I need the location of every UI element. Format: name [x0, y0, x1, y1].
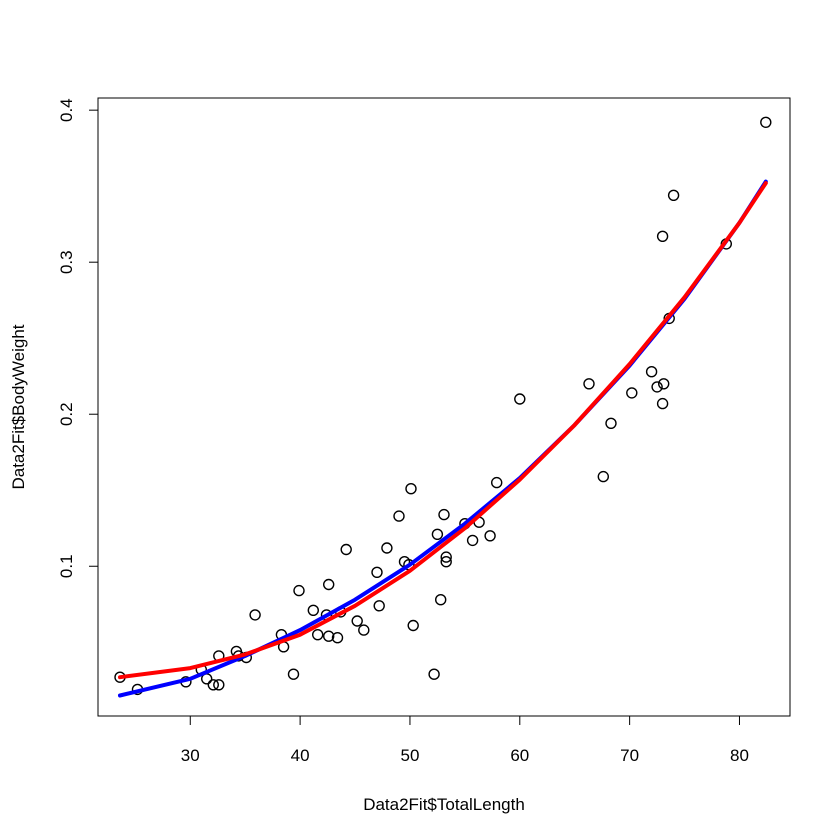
data-point	[597, 470, 609, 483]
y-tick-label: 0.2	[57, 402, 76, 426]
data-point	[371, 566, 383, 578]
data-point	[760, 116, 772, 129]
data-point	[373, 600, 385, 612]
data-point	[466, 534, 479, 547]
data-point	[431, 528, 444, 540]
data-point	[656, 230, 669, 243]
data-point	[358, 624, 370, 636]
x-tick-label: 70	[620, 746, 639, 765]
y-tick-label: 0.1	[57, 554, 76, 578]
data-point	[351, 615, 363, 627]
data-point	[667, 189, 680, 202]
x-tick-label: 40	[291, 746, 310, 765]
x-tick-label: 50	[400, 746, 419, 765]
data-point	[207, 679, 220, 691]
data-point	[438, 508, 450, 521]
data-point	[428, 668, 440, 680]
data-point	[626, 387, 638, 399]
x-tick-label: 80	[730, 746, 749, 765]
data-point	[658, 378, 670, 390]
y-axis-title: Data2Fit$BodyWeight	[9, 324, 28, 489]
data-point	[293, 584, 305, 597]
data-point	[491, 476, 503, 489]
data-point	[340, 543, 352, 556]
data-point	[381, 542, 393, 554]
data-point	[656, 397, 669, 410]
data-point	[213, 679, 225, 691]
data-point	[405, 483, 417, 495]
data-point	[583, 378, 595, 390]
data-point	[287, 668, 300, 680]
x-axis-title: Data2Fit$TotalLength	[363, 795, 525, 814]
data-point	[407, 619, 419, 632]
data-point	[514, 393, 526, 405]
data-point	[307, 604, 319, 616]
y-tick-label: 0.3	[57, 250, 76, 274]
data-point	[605, 417, 617, 429]
data-point	[645, 366, 658, 378]
plot-area	[114, 116, 772, 698]
data-point	[331, 632, 344, 644]
y-tick-label: 0.4	[57, 98, 76, 122]
data-point	[323, 630, 335, 642]
data-point	[249, 609, 261, 621]
data-point	[440, 551, 452, 563]
axes: 30 40 50 60 70 80 0.1 0.2 0.3 0.4	[57, 98, 749, 765]
data-point	[435, 594, 447, 606]
x-tick-label: 30	[181, 746, 200, 765]
data-point	[323, 578, 335, 591]
fit-curve-2	[118, 181, 768, 680]
data-point	[484, 530, 496, 542]
data-point	[312, 629, 324, 641]
data-point	[651, 381, 663, 393]
data-point	[393, 510, 405, 522]
x-tick-label: 60	[510, 746, 529, 765]
data-point	[440, 556, 452, 568]
